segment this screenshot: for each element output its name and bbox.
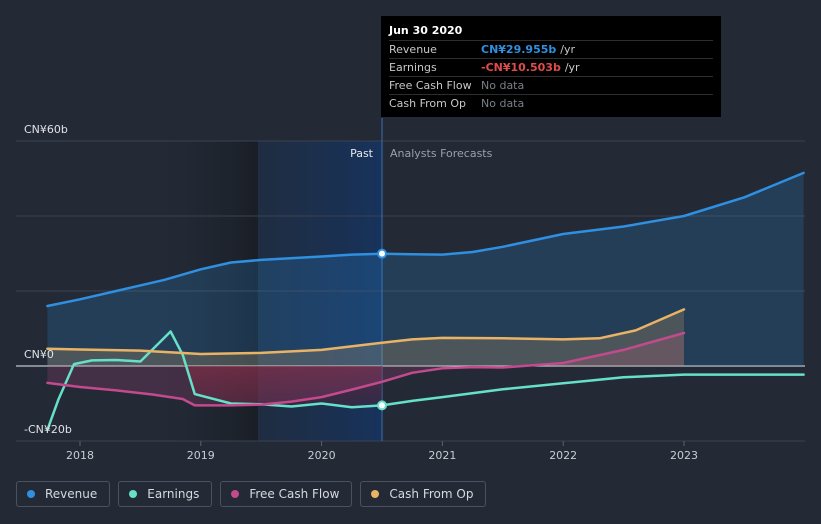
earnings-marker [377, 400, 387, 411]
tooltip-label: Earnings [389, 61, 437, 74]
legend-item-free-cash-flow[interactable]: Free Cash Flow [220, 481, 353, 507]
cash-from-op-area [47, 309, 684, 366]
tooltip-date: Jun 30 2020 [389, 24, 463, 37]
legend-item-revenue[interactable]: Revenue [16, 481, 111, 507]
legend: Revenue Earnings Free Cash Flow Cash Fro… [16, 481, 494, 509]
x-tick-label: 2019 [187, 449, 215, 462]
revenue-area [47, 172, 804, 366]
legend-item-earnings[interactable]: Earnings [118, 481, 213, 507]
y-tick-label: CN¥60b [24, 123, 68, 136]
legend-item-cash-from-op[interactable]: Cash From Op [360, 481, 487, 507]
tooltip: Jun 30 2020 Revenue CN¥29.955b /yr Earni… [381, 16, 721, 117]
tooltip-row-cash-from-op: Cash From Op No data [389, 94, 713, 112]
past-label: Past [350, 147, 374, 160]
tooltip-value: CN¥29.955b [481, 43, 557, 56]
legend-label: Earnings [147, 487, 200, 501]
free-cash-flow-line [46, 331, 686, 407]
legend-dot-icon [27, 490, 35, 498]
tooltip-value: No data [481, 79, 525, 92]
earnings-line [46, 330, 805, 432]
tooltip-label: Cash From Op [389, 97, 467, 110]
revenue-marker [377, 248, 387, 259]
legend-dot-icon [129, 490, 138, 498]
x-tick-label: 2023 [670, 449, 698, 462]
legend-label: Revenue [45, 487, 98, 501]
tooltip-value: -CN¥10.503b [481, 61, 561, 74]
legend-dot-icon [231, 490, 240, 498]
tooltip-label: Revenue [389, 43, 437, 56]
tooltip-unit: /yr [560, 43, 576, 56]
y-tick-label: CN¥0 [24, 348, 54, 361]
tooltip-unit: /yr [564, 61, 580, 74]
tooltip-row-free-cash-flow: Free Cash Flow No data [389, 76, 713, 94]
y-tick-label: -CN¥20b [24, 423, 72, 436]
tooltip-row-earnings: Earnings -CN¥10.503b /yr [389, 58, 713, 76]
free-cash-flow-area [47, 333, 684, 406]
legend-dot-icon [371, 490, 380, 498]
cash-from-op-line [46, 308, 686, 356]
x-tick-label: 2018 [66, 449, 94, 462]
tooltip-label: Free Cash Flow [389, 79, 472, 92]
x-tick-label: 2022 [549, 449, 577, 462]
tooltip-value: No data [481, 97, 525, 110]
x-tick-label: 2020 [308, 449, 336, 462]
legend-label: Cash From Op [389, 487, 474, 501]
legend-label: Free Cash Flow [249, 487, 340, 501]
forecast-label: Analysts Forecasts [390, 147, 493, 160]
tooltip-row-revenue: Revenue CN¥29.955b /yr [389, 40, 713, 58]
x-tick-label: 2021 [428, 449, 456, 462]
